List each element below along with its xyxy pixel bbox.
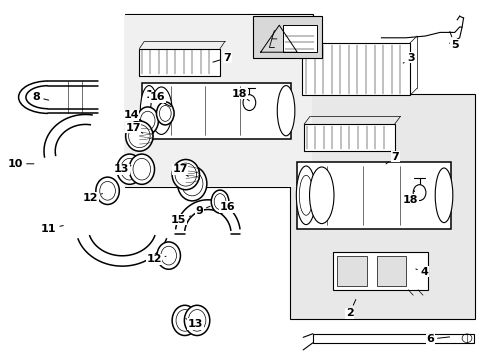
Bar xyxy=(332,252,427,290)
Text: 13: 13 xyxy=(185,319,203,329)
Polygon shape xyxy=(260,25,297,52)
Ellipse shape xyxy=(96,177,119,204)
Text: 15: 15 xyxy=(170,215,190,225)
Text: 13: 13 xyxy=(113,164,131,174)
Text: 9: 9 xyxy=(195,206,210,216)
Text: 11: 11 xyxy=(41,224,63,234)
Text: 16: 16 xyxy=(149,92,166,104)
Ellipse shape xyxy=(117,154,142,184)
Text: 17: 17 xyxy=(172,164,188,176)
Bar xyxy=(289,94,474,319)
Bar xyxy=(125,15,312,187)
Bar xyxy=(253,16,321,58)
Ellipse shape xyxy=(184,305,209,336)
Ellipse shape xyxy=(129,154,154,184)
Bar xyxy=(297,162,450,229)
Text: 2: 2 xyxy=(345,300,355,318)
Text: 16: 16 xyxy=(219,202,235,212)
Ellipse shape xyxy=(296,166,315,225)
Text: 12: 12 xyxy=(82,193,102,203)
Text: 7: 7 xyxy=(212,53,231,63)
Text: 3: 3 xyxy=(403,53,414,63)
Ellipse shape xyxy=(157,242,180,269)
Ellipse shape xyxy=(156,102,174,125)
Text: 12: 12 xyxy=(146,254,165,264)
Ellipse shape xyxy=(125,121,153,151)
Ellipse shape xyxy=(140,86,158,136)
Text: 17: 17 xyxy=(125,123,142,133)
Ellipse shape xyxy=(277,86,294,136)
Bar xyxy=(142,83,290,139)
Bar xyxy=(139,49,220,76)
Text: 8: 8 xyxy=(33,92,48,102)
Text: 6: 6 xyxy=(426,334,448,344)
Ellipse shape xyxy=(150,87,172,134)
Ellipse shape xyxy=(412,185,425,201)
Bar xyxy=(304,124,394,151)
Text: 18: 18 xyxy=(402,191,418,205)
Ellipse shape xyxy=(137,107,158,134)
Bar xyxy=(124,14,312,187)
Ellipse shape xyxy=(177,166,206,201)
Text: 14: 14 xyxy=(123,110,142,121)
Ellipse shape xyxy=(211,190,228,213)
Text: 7: 7 xyxy=(385,152,398,164)
Ellipse shape xyxy=(172,159,199,190)
Bar xyxy=(337,256,366,286)
Ellipse shape xyxy=(299,175,312,215)
Text: 10: 10 xyxy=(8,159,34,169)
Bar xyxy=(302,43,409,95)
Text: 18: 18 xyxy=(231,89,249,101)
Ellipse shape xyxy=(243,95,255,111)
Text: 4: 4 xyxy=(415,267,427,277)
Bar xyxy=(312,334,473,343)
Bar xyxy=(376,256,405,286)
Text: 1: 1 xyxy=(145,90,171,107)
Ellipse shape xyxy=(172,305,197,336)
Bar xyxy=(282,25,316,52)
Ellipse shape xyxy=(434,168,452,222)
Ellipse shape xyxy=(309,167,333,224)
Text: 5: 5 xyxy=(449,31,458,50)
